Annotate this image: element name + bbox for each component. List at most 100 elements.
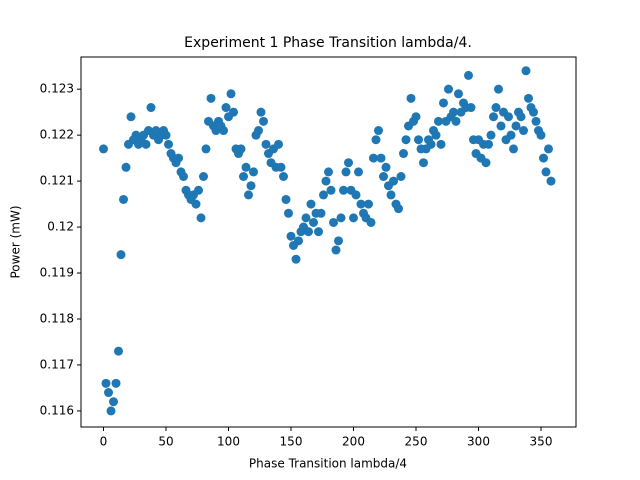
point [194,185,203,195]
point [536,130,546,140]
point [466,103,476,113]
point [99,144,108,154]
point [249,167,258,177]
point [354,167,363,177]
point [309,217,318,227]
point [389,176,398,186]
point [489,112,498,122]
point [431,130,441,140]
point [331,245,341,255]
x-tick-label: 300 [467,435,490,449]
point [334,236,343,246]
y-tick-label: 0.118 [40,311,74,325]
point [496,121,506,131]
point [241,162,251,172]
point [364,199,373,209]
point [394,204,403,214]
x-tick-label: 0 [100,435,108,449]
point [401,135,411,145]
point [244,190,253,200]
point [114,346,123,356]
x-axis-label: Phase Transition lambda/4 [249,457,407,471]
point [544,144,553,154]
point [484,139,493,149]
plot-frame [80,56,577,428]
point [141,139,151,149]
point [326,185,336,195]
point [339,185,348,195]
point [521,66,531,76]
point [511,121,521,131]
point [161,130,171,140]
point [256,107,266,117]
point [426,139,436,149]
y-tick-label: 0.121 [40,174,74,188]
point [219,126,228,136]
point [539,153,548,163]
point [464,70,473,80]
point [126,112,136,122]
point [254,126,263,136]
point [336,213,346,223]
point [294,236,303,246]
point [306,199,316,209]
point [274,139,283,149]
point [319,190,328,200]
point [411,112,421,122]
y-tick-label: 0.119 [40,266,74,280]
point [314,227,323,237]
point [439,98,448,108]
x-tick-label: 100 [217,435,240,449]
chart-title: Experiment 1 Phase Transition lambda/4. [184,35,472,51]
point [366,217,376,227]
x-tick-label: 350 [530,435,553,449]
x-tick-label: 50 [158,435,173,449]
point [419,158,428,168]
point [374,126,383,136]
point [111,378,121,388]
point [191,199,201,209]
point [414,135,423,145]
point [531,116,541,126]
point [304,227,313,237]
point [259,116,268,126]
point [199,172,208,182]
point [279,172,288,182]
point [371,135,381,145]
point [344,158,353,168]
x-tick-label: 250 [405,435,428,449]
point [121,162,131,172]
point [276,162,286,172]
point [164,139,173,149]
point [179,172,188,182]
point [369,153,378,163]
point [519,126,528,136]
point [376,153,386,163]
point [174,153,183,163]
point [396,172,406,182]
point [486,130,496,140]
point [116,250,126,260]
point [119,194,128,204]
point [226,89,236,99]
y-tick-label: 0.12 [47,220,74,234]
point [454,89,463,99]
point [291,254,301,264]
point [504,112,513,122]
point [546,176,556,186]
point [246,181,256,191]
y-tick-label: 0.116 [40,403,74,417]
point [229,107,238,117]
point [509,144,518,154]
point [301,213,311,223]
point [444,84,453,94]
point [386,190,396,200]
point [221,103,231,113]
point [351,190,361,200]
point [491,103,501,113]
y-tick-label: 0.117 [40,357,74,371]
point [529,107,538,117]
point [381,162,391,172]
point [324,167,333,177]
point [341,167,351,177]
